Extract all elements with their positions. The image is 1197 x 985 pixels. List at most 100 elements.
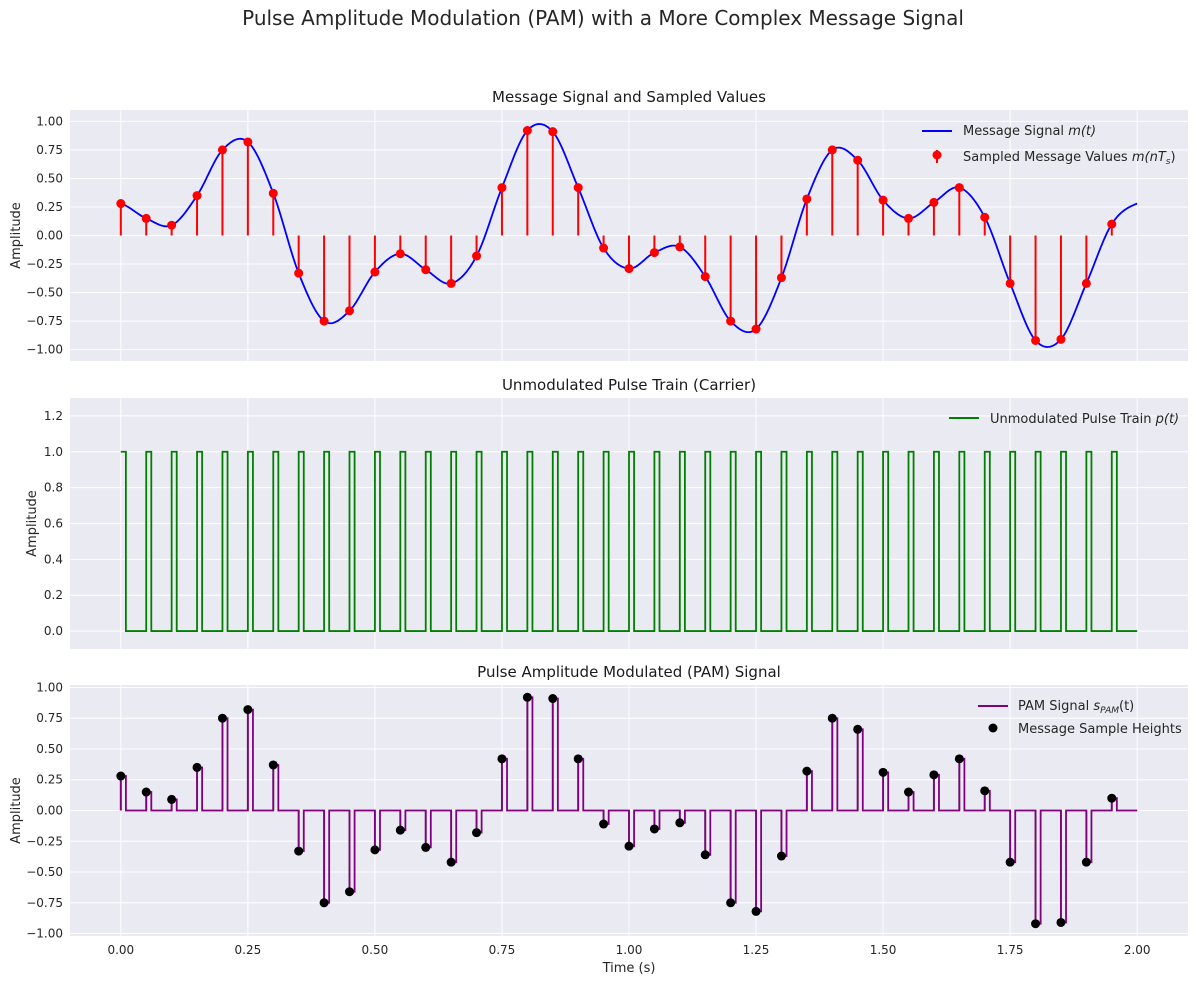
sample-marker xyxy=(1107,219,1117,229)
pulse-train-panel: 0.0 0.2 0.4 0.6 0.8 1.0 1.2 Unmodulated Pulse T… xyxy=(25,376,1188,649)
y-tick-label: −0.50 xyxy=(26,865,63,879)
sample-height-marker xyxy=(243,705,253,715)
sample-height-marker xyxy=(294,846,304,856)
sample-height-marker xyxy=(1031,919,1041,929)
legend-entry-label: PAM Signal sPAM(t) xyxy=(1018,699,1134,716)
x-tick-label: 0.75 xyxy=(489,943,516,957)
y-tick-label: 0.75 xyxy=(36,711,63,725)
sample-marker xyxy=(243,137,253,147)
sample-marker xyxy=(192,191,202,201)
sample-marker xyxy=(141,213,151,223)
sample-marker xyxy=(345,306,354,316)
y-axis-label: Amplitude xyxy=(9,202,24,269)
sample-height-marker xyxy=(802,766,812,776)
legend-marker-swatch xyxy=(932,150,942,160)
sample-height-marker xyxy=(980,786,990,796)
sample-marker xyxy=(319,316,329,326)
sample-marker xyxy=(904,213,913,223)
sample-height-marker xyxy=(675,818,685,828)
figure-title: Pulse Amplitude Modulation (PAM) with a … xyxy=(242,6,964,30)
sample-marker xyxy=(751,324,761,334)
y-tick-label: 1.2 xyxy=(44,409,63,423)
y-tick-label: 1.0 xyxy=(44,445,63,459)
x-tick-label: 1.50 xyxy=(870,943,897,957)
sample-marker xyxy=(827,145,837,155)
sample-height-marker xyxy=(268,760,278,770)
sample-marker xyxy=(980,212,990,222)
sample-marker xyxy=(929,197,939,207)
x-axis-label: Time (s) xyxy=(602,961,656,976)
sample-height-marker xyxy=(1056,917,1066,927)
x-tick-label: 1.00 xyxy=(616,943,643,957)
y-tick-label: 0.50 xyxy=(36,742,63,756)
sample-height-marker xyxy=(573,754,583,764)
y-tick-label: −0.75 xyxy=(26,896,63,910)
legend-marker-swatch xyxy=(988,723,998,733)
sample-height-marker xyxy=(776,851,786,861)
sample-height-marker xyxy=(700,850,710,860)
sample-marker xyxy=(853,155,863,165)
sample-marker xyxy=(446,278,456,288)
sample-height-marker xyxy=(345,887,354,897)
sample-height-marker xyxy=(116,771,126,781)
sample-marker xyxy=(294,268,304,278)
panel-title: Message Signal and Sampled Values xyxy=(492,88,766,106)
sample-height-marker xyxy=(929,770,939,780)
sample-height-marker xyxy=(319,898,329,908)
sample-marker xyxy=(217,145,227,155)
sample-height-marker xyxy=(167,794,177,804)
sample-height-marker xyxy=(446,857,456,867)
sample-marker xyxy=(167,220,177,230)
y-tick-label: −0.75 xyxy=(26,314,63,328)
sample-marker xyxy=(878,195,888,205)
sample-height-marker xyxy=(395,825,405,835)
y-axis-label: Amplitude xyxy=(9,777,24,844)
y-tick-label: 0.25 xyxy=(36,200,63,214)
x-tick-label: 1.25 xyxy=(743,943,770,957)
sample-height-marker xyxy=(726,898,736,908)
sample-height-marker xyxy=(472,828,482,838)
sample-marker xyxy=(624,264,634,274)
sample-height-marker xyxy=(217,713,227,723)
y-tick-label: 0.2 xyxy=(44,588,63,602)
x-tick-label: 0.25 xyxy=(235,943,262,957)
legend: Unmodulated Pulse Train p(t) xyxy=(949,412,1179,427)
y-tick-label: 1.00 xyxy=(36,114,63,128)
sample-height-marker xyxy=(624,841,634,851)
legend-entry-label: Sampled Message Values m(nTs) xyxy=(963,150,1176,167)
x-tick-label: 1.75 xyxy=(997,943,1024,957)
y-tick-label: 0.75 xyxy=(36,143,63,157)
sample-marker xyxy=(649,248,659,258)
sample-marker xyxy=(522,126,532,136)
sample-marker xyxy=(548,127,558,137)
y-tick-label: −0.50 xyxy=(26,286,63,300)
sample-height-marker xyxy=(853,724,863,734)
legend-entry-label: Unmodulated Pulse Train p(t) xyxy=(990,412,1179,427)
y-tick-label: 0.00 xyxy=(36,804,63,818)
sample-marker xyxy=(1005,278,1015,288)
sample-height-marker xyxy=(192,762,202,772)
sample-height-marker xyxy=(954,754,964,764)
x-tick-label: 0.00 xyxy=(107,943,134,957)
y-tick-label: 0.8 xyxy=(44,481,63,495)
sample-marker xyxy=(726,316,736,326)
x-tick-label: 2.00 xyxy=(1124,943,1151,957)
sample-height-marker xyxy=(1005,857,1015,867)
sample-height-marker xyxy=(370,845,380,855)
sample-marker xyxy=(116,199,126,209)
sample-height-marker xyxy=(141,787,151,797)
y-tick-label: 1.00 xyxy=(36,680,63,694)
sample-marker xyxy=(1081,278,1091,288)
sample-height-marker xyxy=(878,767,888,777)
sample-height-marker xyxy=(649,824,659,834)
y-tick-label: 0.4 xyxy=(44,552,63,566)
message-signal-panel: −1.00 −0.75 −0.50 −0.25 0.00 0.25 0.50 0.75 1.00… xyxy=(9,88,1188,361)
panel-title: Pulse Amplitude Modulated (PAM) Signal xyxy=(477,663,781,681)
sample-height-marker xyxy=(904,787,913,797)
pam-signal-panel: 0.00 0.25 0.50 0.75 1.00 1.25 1.50 1.75 2.00 −1.0… xyxy=(9,663,1188,957)
y-tick-label: −1.00 xyxy=(26,343,63,357)
y-tick-label: 0.25 xyxy=(36,773,63,787)
sample-height-marker xyxy=(421,842,431,852)
sample-height-marker xyxy=(522,692,532,702)
